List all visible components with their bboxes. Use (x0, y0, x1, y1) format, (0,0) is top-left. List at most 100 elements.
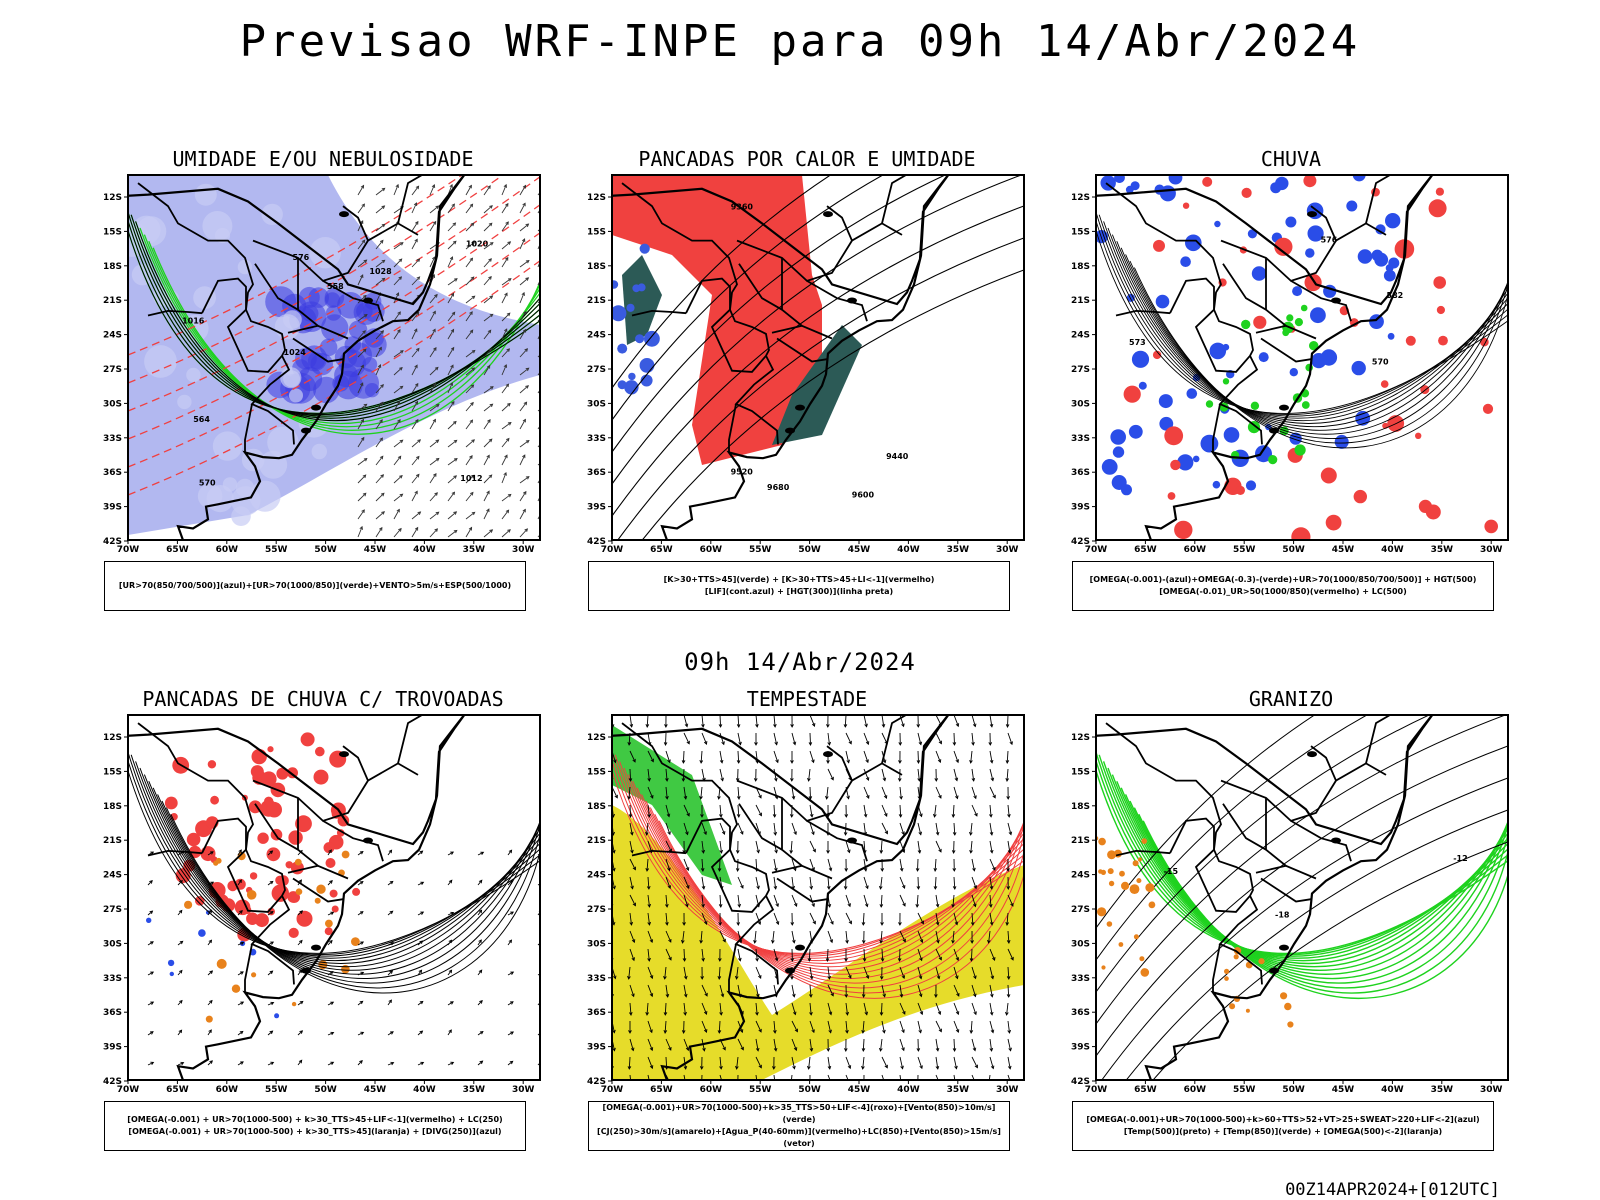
wind-vector-head (478, 879, 483, 884)
streamline (152, 787, 540, 975)
wind-vector (719, 732, 725, 745)
wind-vector-head (507, 421, 512, 426)
lat-tick-label: 18S (103, 802, 122, 812)
wind-vector-head (435, 439, 440, 444)
wind-vector (935, 840, 942, 853)
lon-tick-label: 40W (1381, 1085, 1404, 1095)
wind-vector-head (758, 975, 762, 979)
lon-tick-label: 45W (848, 1085, 871, 1095)
wind-vector (411, 364, 418, 376)
wind-vector (899, 822, 905, 835)
wind-vector-head (507, 493, 512, 498)
wind-vector (899, 1074, 902, 1080)
wind-vector-head (631, 939, 636, 944)
wind-vector (989, 804, 992, 817)
wind-vector (971, 1074, 975, 1080)
shaded-area (1229, 1003, 1236, 1010)
wind-vector-head (238, 849, 242, 854)
wind-vector (953, 715, 959, 727)
wind-vector-head (702, 1047, 706, 1052)
shaded-area (1223, 427, 1240, 443)
wind-vector-head (448, 1029, 452, 1034)
shaded-area (1241, 187, 1252, 198)
wind-vector-head (699, 760, 704, 764)
lat-tick-label: 36S (1071, 1008, 1090, 1018)
wind-vector-head (149, 910, 154, 915)
wind-vector-head (826, 760, 830, 764)
wind-vector (989, 984, 993, 997)
wind-vector-head (544, 405, 547, 408)
wind-vector (773, 715, 776, 727)
wind-vector (683, 1074, 686, 1080)
wind-vector-head (377, 364, 382, 368)
wind-vector (737, 822, 744, 835)
wind-vector-head (1009, 741, 1013, 746)
wind-vector-head (471, 511, 476, 516)
instability-area (612, 175, 822, 465)
wind-vector-head (848, 740, 852, 745)
wind-vector (177, 910, 183, 916)
wind-vector (989, 876, 993, 889)
wind-vector (501, 312, 511, 322)
wind-vector (447, 293, 454, 304)
wind-vector-head (379, 419, 383, 423)
wind-vector-head (362, 492, 367, 497)
legend-line: [Temp(500)](preto) + [Temp(850)](verde) … (1123, 1127, 1443, 1136)
wind-vector-head (389, 970, 394, 974)
shaded-area (1123, 385, 1141, 403)
lat-tick-label: 27S (587, 905, 606, 915)
wind-vector-head (451, 491, 456, 496)
wind-vector (665, 894, 668, 908)
wind-vector-head (522, 202, 526, 207)
wind-vector-head (396, 400, 400, 405)
wind-vector-head (359, 525, 363, 530)
wind-vector-head (435, 205, 440, 209)
lake (795, 404, 805, 411)
wind-vector-head (469, 419, 474, 424)
shaded-area (170, 813, 178, 821)
shaded-area (348, 320, 368, 339)
political-border (245, 849, 286, 897)
shaded-area (1214, 220, 1221, 228)
wind-vector-head (719, 759, 724, 764)
wind-vector (791, 1038, 797, 1051)
wind-vector-head (504, 454, 508, 459)
wind-vector-head (210, 881, 215, 885)
wind-vector-head (453, 475, 457, 479)
wind-vector (971, 732, 974, 745)
wind-vector-head (919, 1065, 923, 1070)
shaded-area (210, 795, 219, 805)
wind-vector (629, 984, 635, 997)
wind-vector-head (663, 1030, 668, 1034)
shaded-area (250, 765, 264, 779)
wind-vector (899, 858, 903, 871)
lon-tick-label: 65W (166, 1085, 189, 1095)
lake (847, 297, 857, 304)
wind-vector (387, 999, 392, 1006)
wind-vector-head (506, 312, 511, 317)
shaded-area (231, 984, 241, 993)
wind-vector-head (970, 922, 975, 926)
wind-vector-head (543, 224, 546, 227)
wind-vector-head (542, 384, 545, 387)
shaded-area (309, 237, 341, 269)
political-border (1265, 797, 1317, 880)
wind-vector-head (390, 1031, 394, 1035)
wind-vector (357, 403, 367, 412)
lake (1307, 211, 1317, 218)
shaded-area (1482, 403, 1494, 414)
wind-vector (483, 330, 492, 340)
wind-vector (917, 984, 922, 997)
wind-vector (665, 732, 667, 746)
wind-vector-head (509, 1060, 514, 1065)
shaded-area (1119, 870, 1125, 877)
wind-vector-head (663, 742, 668, 746)
wind-vector-head (736, 1084, 739, 1087)
wind-vector-head (902, 938, 906, 943)
wind-vector (357, 1060, 363, 1066)
wind-vector (791, 858, 797, 871)
political-border (147, 309, 203, 317)
wind-vector-head (828, 1029, 832, 1034)
lat-tick-label: 39S (587, 1043, 606, 1053)
